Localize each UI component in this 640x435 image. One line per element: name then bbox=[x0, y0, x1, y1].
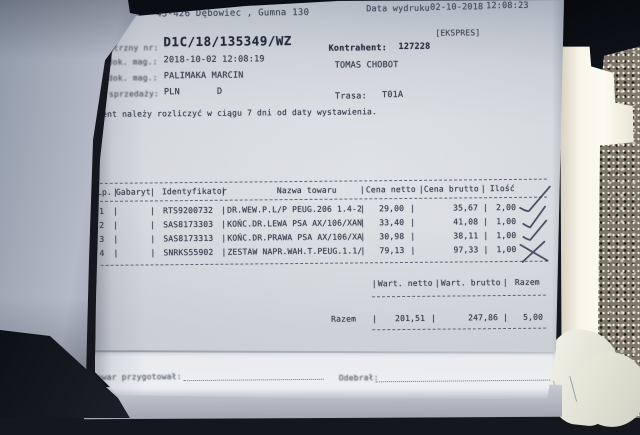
pen-cross-mark-row4 bbox=[519, 240, 549, 263]
document-text-layer: 43-426 Dębowiec , Gumna 130 Data wydruku… bbox=[95, 1, 560, 383]
pen-check-mark-row1 bbox=[519, 185, 551, 212]
pen-check-mark-row3 bbox=[522, 219, 548, 241]
wz-document-sheet: 43-426 Dębowiec , Gumna 130 Data wydruku… bbox=[95, 0, 564, 399]
pen-marks-layer bbox=[519, 185, 551, 263]
pen-check-mark-row2 bbox=[522, 205, 546, 229]
